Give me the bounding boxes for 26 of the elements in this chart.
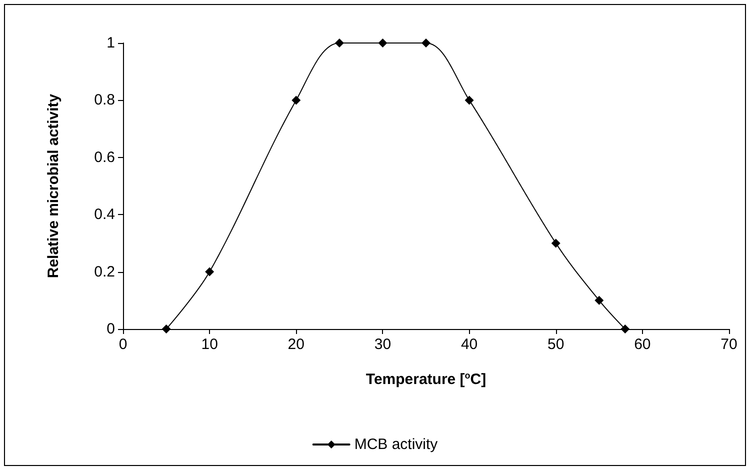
x-tick-label: 70 <box>720 336 738 353</box>
x-tick-label: 50 <box>548 336 564 353</box>
y-axis-title: Relative microbial activity <box>45 93 62 278</box>
point <box>162 324 171 334</box>
y-tick-label: 0.6 <box>94 148 115 166</box>
point <box>334 38 344 48</box>
x-tick-label: 60 <box>634 336 651 353</box>
point <box>464 96 474 105</box>
y-tick-label: 0.4 <box>94 206 115 224</box>
y-tick-label: 1 <box>106 34 115 52</box>
x-tick-label: 10 <box>201 336 218 353</box>
y-tick-label: 0 <box>106 320 115 338</box>
y-tick-label: 0.8 <box>94 92 115 109</box>
x-tick-label: 20 <box>288 336 304 353</box>
point <box>378 38 388 48</box>
point <box>422 38 430 48</box>
point <box>620 324 630 334</box>
point <box>205 267 214 276</box>
point <box>551 238 560 248</box>
x-tick-label: 30 <box>374 336 392 353</box>
point <box>594 296 604 305</box>
y-tick-label: 0.2 <box>94 263 115 280</box>
x-tick-label: 40 <box>460 336 478 353</box>
point <box>292 96 301 105</box>
legend-label: MCB activity <box>354 436 438 453</box>
x-tick-label: 0 <box>118 336 128 353</box>
